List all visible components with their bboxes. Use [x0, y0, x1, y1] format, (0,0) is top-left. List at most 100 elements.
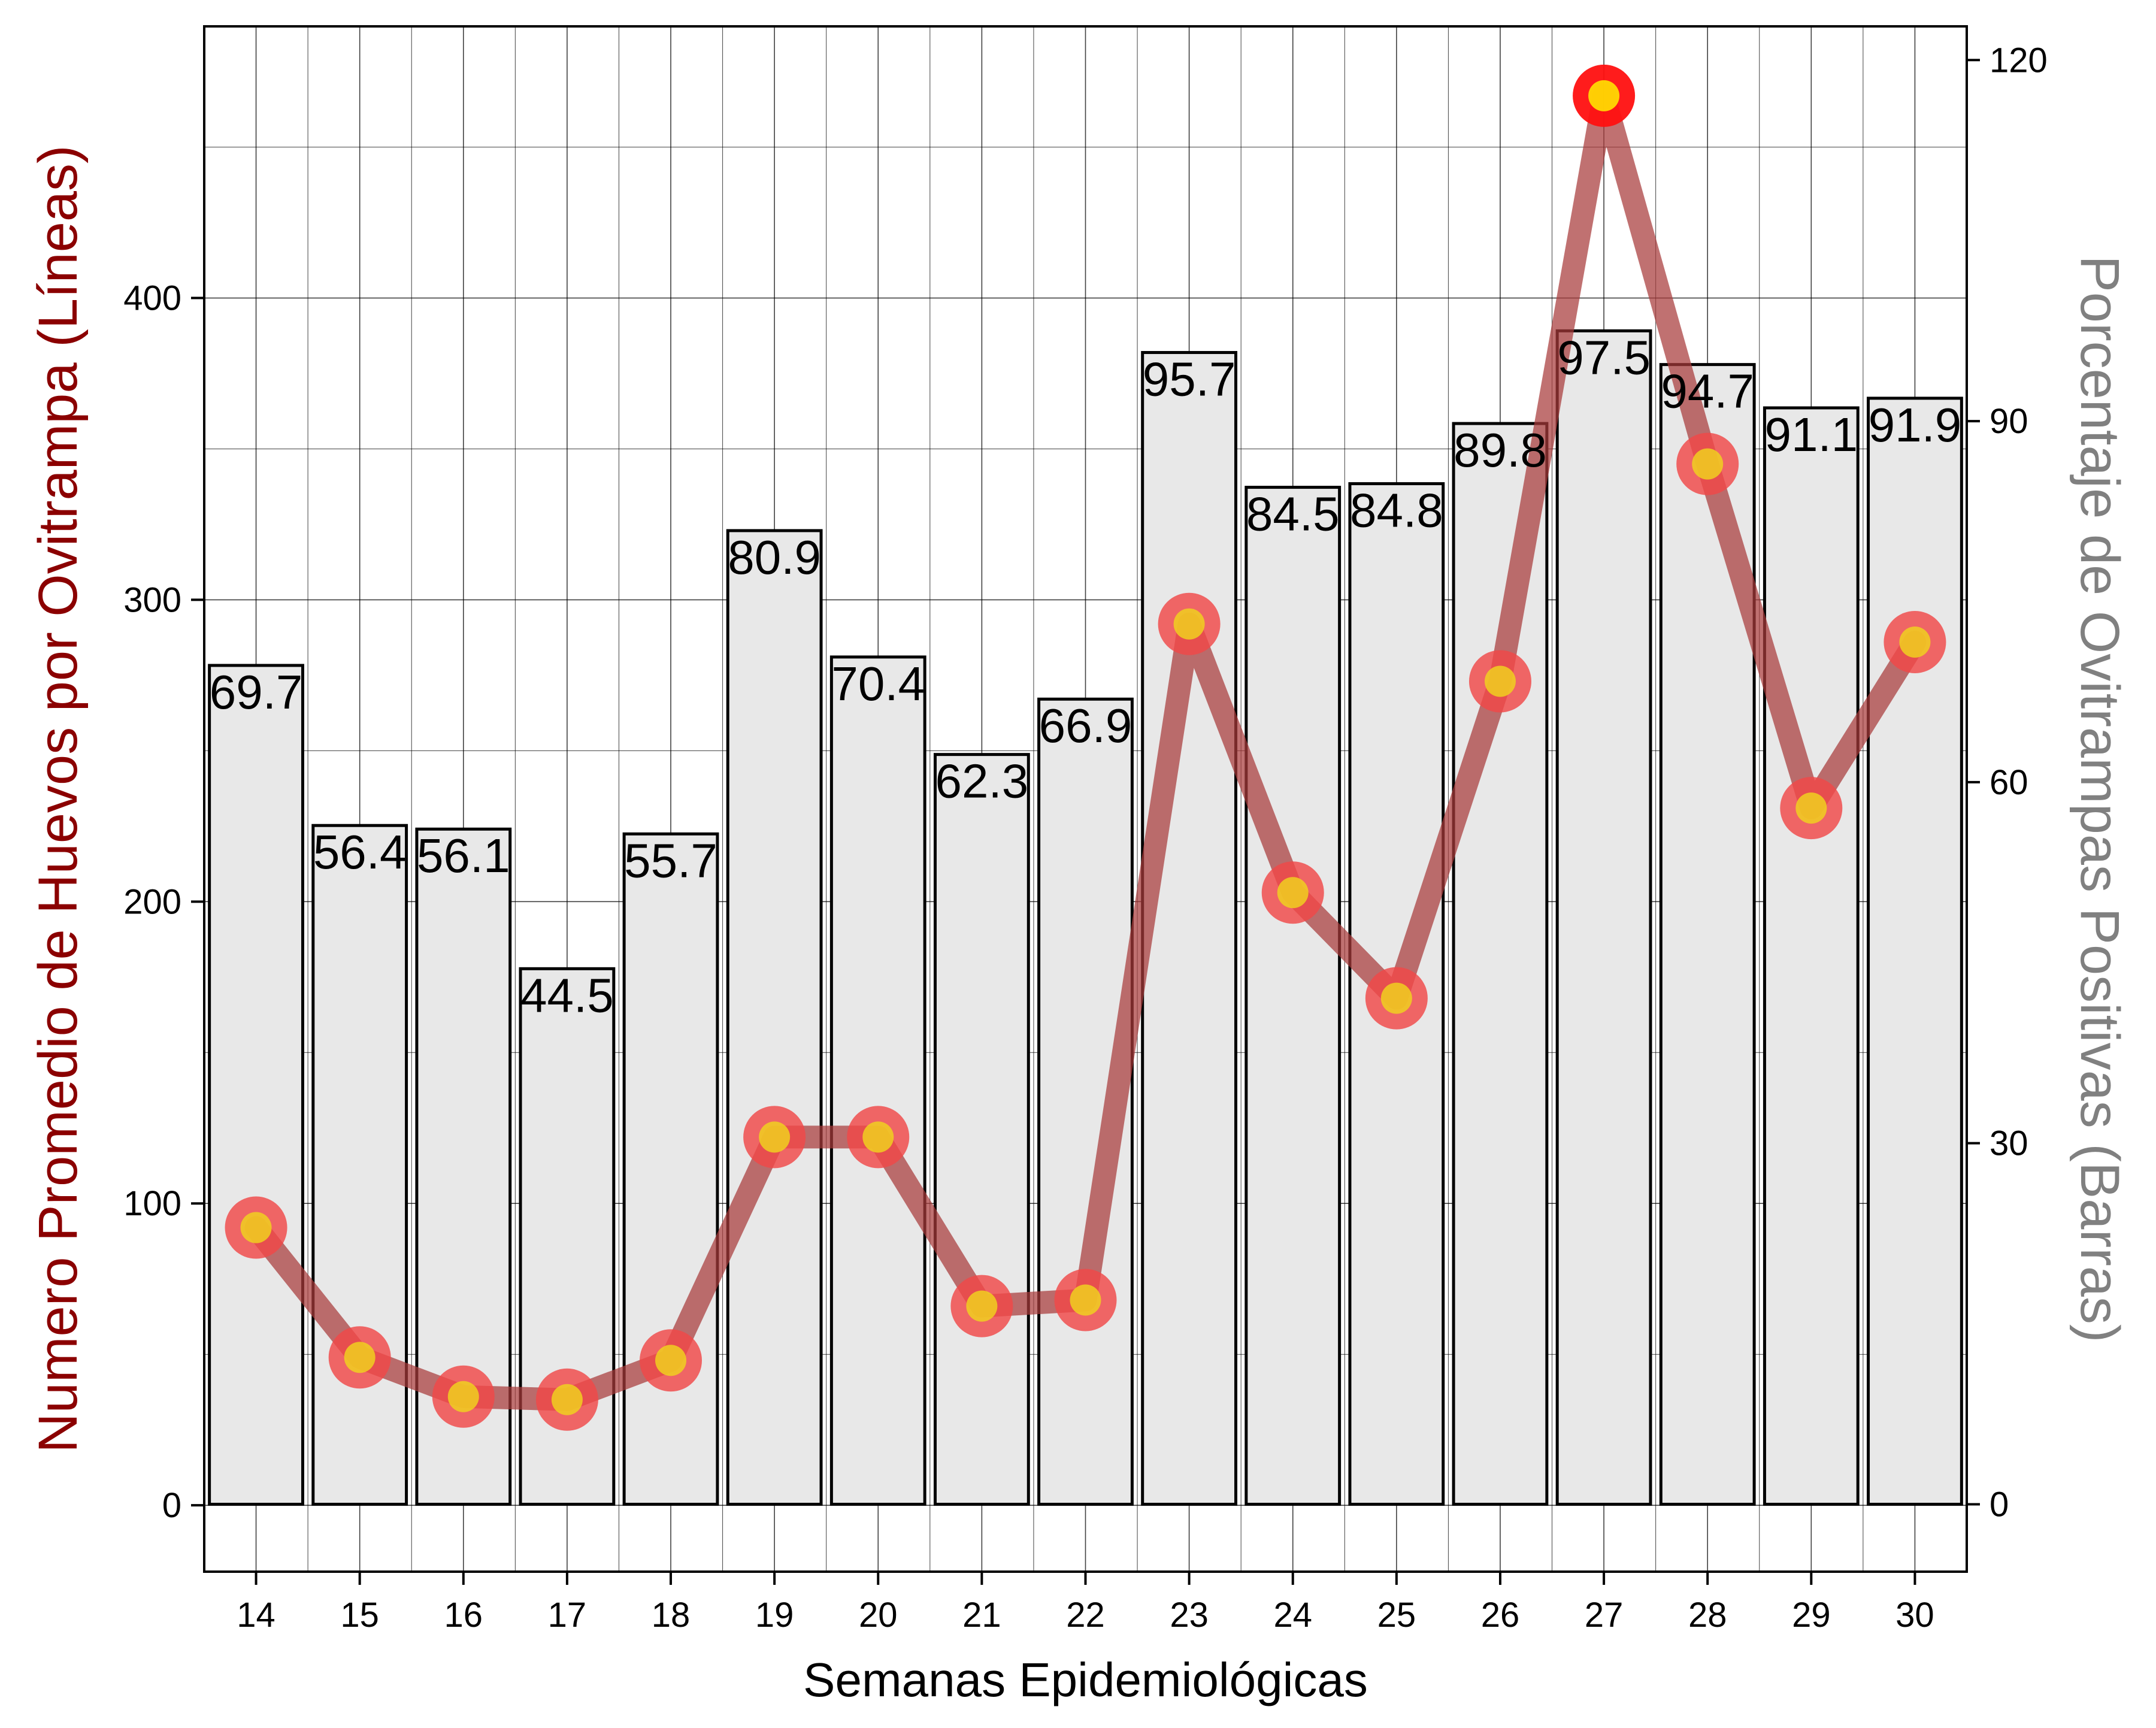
right-axis-tick-label: 120 [1990, 41, 2048, 80]
bar-value-label: 70.4 [831, 657, 925, 710]
line-point [1365, 967, 1428, 1030]
line-point [1780, 777, 1843, 840]
bar-value-label: 56.4 [313, 825, 407, 879]
x-axis-tick-label: 20 [859, 1596, 898, 1635]
right-axis-tick-label: 30 [1990, 1124, 2028, 1163]
x-axis-tick-label: 28 [1688, 1596, 1727, 1635]
bar-value-label: 84.5 [1246, 488, 1340, 541]
left-axis-tick-label: 400 [123, 279, 181, 318]
bar-value-label: 89.8 [1454, 423, 1547, 477]
bar-value-label: 66.9 [1039, 699, 1132, 752]
bar-value-label: 69.7 [210, 665, 303, 719]
left-axis-tick-label: 100 [123, 1184, 181, 1223]
line-point-inner [966, 1290, 998, 1322]
line-point-inner [1588, 80, 1620, 111]
bar-value-label: 80.9 [728, 531, 821, 584]
bar [519, 967, 616, 1506]
x-axis-tick-label: 26 [1481, 1596, 1520, 1635]
bar-value-label: 56.1 [417, 829, 510, 882]
line-point [225, 1196, 287, 1259]
line-point [1676, 432, 1739, 495]
line-point [1261, 861, 1324, 924]
left-y-axis-title: Numero Promedio de Huevos por Ovitrampa … [28, 145, 89, 1452]
bar-series [208, 329, 1963, 1506]
bar [1452, 422, 1549, 1506]
line-point-inner [551, 1384, 583, 1415]
bar [933, 753, 1030, 1506]
x-axis-tick-label: 16 [444, 1596, 483, 1635]
x-axis-tick-label: 19 [755, 1596, 794, 1635]
line-series [225, 64, 1946, 1431]
line-point-inner [1173, 608, 1205, 640]
line-point-inner [1277, 877, 1309, 909]
x-axis-tick-label: 14 [237, 1596, 275, 1635]
line-point-inner [240, 1212, 272, 1243]
line-point [1468, 650, 1531, 713]
line-point-inner [344, 1342, 376, 1373]
bar [1763, 406, 1860, 1506]
line-point [1158, 592, 1221, 655]
line-point [950, 1275, 1013, 1337]
left-axis-tick-label: 200 [123, 882, 181, 921]
line-point-inner [655, 1345, 687, 1376]
bar-value-label: 62.3 [935, 755, 1029, 808]
bar-value-label: 55.7 [624, 834, 717, 887]
line-point [1054, 1269, 1117, 1331]
right-axis-tick-label: 60 [1990, 763, 2028, 802]
bar-value-label: 97.5 [1557, 331, 1651, 384]
bar [1141, 351, 1238, 1506]
x-axis-tick-label: 22 [1066, 1596, 1105, 1635]
bar-value-label: 91.1 [1764, 408, 1858, 461]
bar-data-labels: 69.7 56.4 56.1 44.5 55.7 80.9 70.462.366.9 95.7… [210, 331, 1962, 1022]
bar-value-label: 44.5 [520, 969, 614, 1022]
line-point-inner [1692, 448, 1724, 480]
x-axis-title: Semanas Epidemiológicas [803, 1653, 1368, 1706]
bar [726, 529, 823, 1506]
bar-value-label: 94.7 [1661, 365, 1754, 418]
line-point-inner [1899, 626, 1931, 658]
bar [1867, 397, 1963, 1506]
bar [1555, 329, 1652, 1506]
bar [829, 655, 926, 1506]
bar [622, 832, 719, 1506]
line-point-inner [759, 1121, 791, 1153]
x-axis-tick-label: 23 [1170, 1596, 1209, 1635]
bar [208, 664, 304, 1506]
right-axis-tick-label: 0 [1990, 1485, 2009, 1524]
x-axis-tick-label: 15 [340, 1596, 379, 1635]
bar-value-label: 95.7 [1143, 353, 1236, 406]
x-axis-tick-label: 17 [548, 1596, 587, 1635]
line-point [1884, 610, 1946, 673]
line-point [432, 1365, 495, 1428]
bar-value-label: 91.9 [1869, 398, 1962, 452]
right-y-axis-title: Porcentaje de Ovitrampas Positivas (Barr… [2069, 255, 2130, 1342]
line-point-inner [1795, 792, 1827, 824]
x-axis-tick-label: 30 [1895, 1596, 1934, 1635]
line-point [743, 1106, 806, 1169]
left-axis-tick-label: 0 [162, 1486, 181, 1525]
line-point [328, 1326, 391, 1389]
bar [1244, 486, 1342, 1506]
line-point-inner [862, 1121, 894, 1153]
line-point [640, 1329, 702, 1392]
x-axis-tick-label: 24 [1273, 1596, 1312, 1635]
axes: 0 100 200 300 400 0 30 60 90 120 14 15 16 17 18 19 20 21 2… [123, 41, 2048, 1635]
x-axis-tick-label: 27 [1585, 1596, 1624, 1635]
line-point [847, 1106, 910, 1169]
left-axis-tick-label: 300 [123, 580, 181, 619]
line-point-inner [1484, 665, 1516, 697]
x-axis-tick-label: 29 [1792, 1596, 1831, 1635]
line-point-inner [1070, 1284, 1101, 1316]
line-point-inner [447, 1381, 479, 1412]
line-point [1573, 64, 1636, 127]
x-axis-tick-label: 25 [1377, 1596, 1416, 1635]
bar-value-label: 84.8 [1350, 484, 1443, 537]
line-point [535, 1368, 598, 1431]
bar [311, 824, 408, 1506]
right-axis-tick-label: 90 [1990, 402, 2028, 441]
line-point-inner [1380, 982, 1412, 1014]
x-axis-tick-label: 18 [652, 1596, 691, 1635]
x-axis-tick-label: 21 [962, 1596, 1001, 1635]
